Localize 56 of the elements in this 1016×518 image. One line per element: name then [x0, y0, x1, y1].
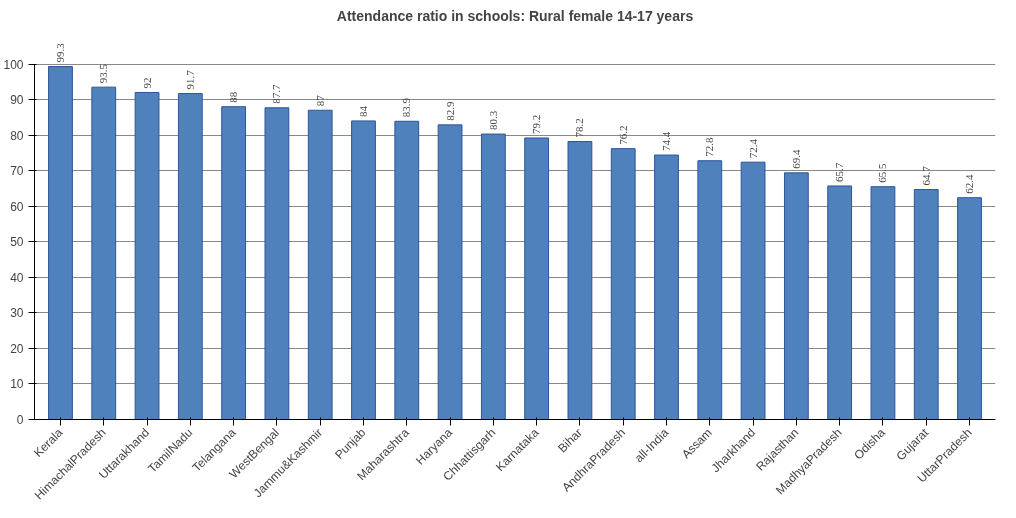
data-label: 76.2	[616, 125, 629, 145]
y-tick-label: 80	[10, 128, 24, 143]
data-label: 64.7	[919, 165, 932, 186]
data-label: 72.4	[746, 138, 759, 159]
y-tick-label: 10	[10, 377, 24, 392]
data-label: 83.9	[400, 97, 413, 118]
chart-title: Attendance ratio in schools: Rural female 14-17 years	[336, 7, 694, 24]
y-tick-label: 30	[10, 306, 24, 321]
bar	[783, 172, 809, 420]
data-label: 92	[140, 77, 153, 89]
data-label: 87.7	[270, 84, 283, 104]
bar	[394, 120, 420, 420]
bar	[91, 86, 117, 420]
y-tick-label: 20	[10, 341, 24, 356]
data-label: 74.4	[660, 131, 673, 152]
data-label: 88	[227, 91, 240, 103]
y-tick-label: 0	[16, 413, 24, 427]
bar	[221, 106, 247, 420]
bar	[524, 137, 550, 420]
data-label: 91.7	[183, 69, 196, 90]
bar	[177, 93, 203, 420]
bar	[307, 109, 333, 420]
bar	[740, 161, 766, 420]
y-tick-label: 100	[3, 57, 24, 72]
bar	[134, 91, 160, 420]
data-label: 82.9	[443, 101, 456, 121]
bar	[480, 133, 506, 420]
data-label: 78.2	[573, 118, 586, 138]
data-label: 87	[313, 94, 326, 107]
data-label: 62.4	[963, 173, 976, 194]
data-label: 99.3	[53, 42, 66, 63]
y-tick-label: 90	[10, 93, 24, 108]
y-tick-label: 40	[10, 270, 24, 285]
bar	[827, 185, 853, 420]
data-label: 72.8	[703, 136, 716, 157]
data-label: 93.5	[97, 63, 110, 84]
bar	[264, 107, 290, 420]
bar	[567, 141, 593, 420]
y-tick-label: 50	[10, 235, 24, 250]
y-tick-label: 60	[10, 199, 24, 214]
bar	[437, 124, 463, 420]
data-label: 79.2	[530, 114, 543, 134]
bar	[697, 160, 723, 420]
data-label: 65.5	[876, 162, 889, 183]
data-label: 84	[356, 105, 369, 117]
bar	[610, 148, 636, 420]
bar	[351, 120, 376, 420]
bar	[913, 189, 939, 420]
bar	[957, 197, 982, 420]
bar	[654, 154, 679, 420]
y-tick-label: 70	[10, 164, 24, 179]
data-label: 69.4	[789, 149, 802, 169]
data-label: 80.3	[486, 110, 499, 131]
bar	[48, 66, 73, 420]
data-label: 65.7	[833, 162, 846, 182]
bar	[870, 186, 896, 420]
